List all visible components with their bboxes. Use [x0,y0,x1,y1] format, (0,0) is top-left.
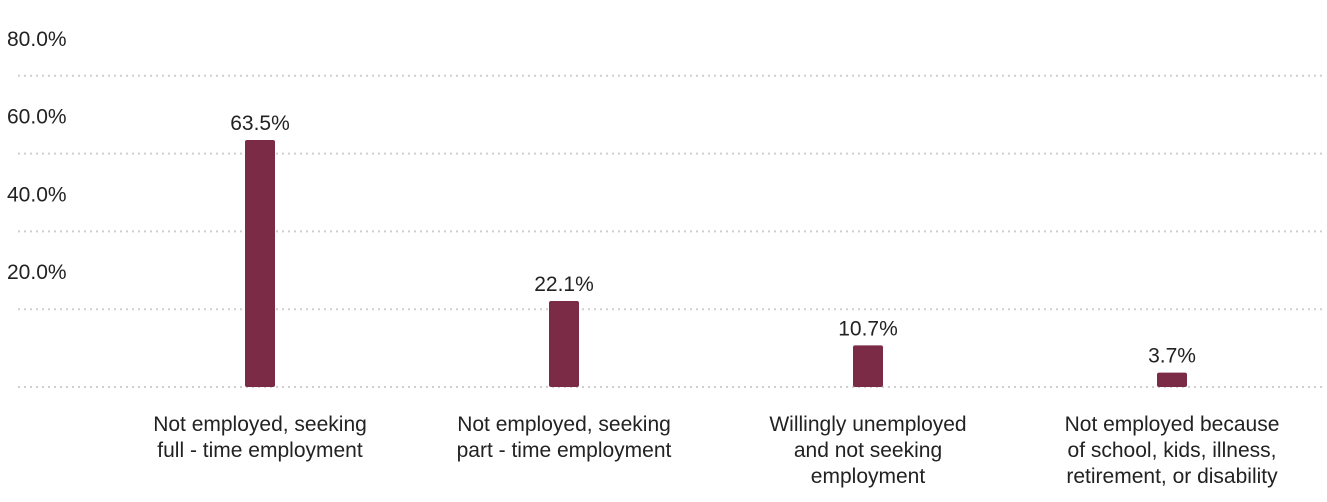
bars [245,139,1187,387]
bar [245,139,275,387]
category-label: Not employed because of school, kids, ill… [1065,413,1280,488]
y-axis-tick-labels: 20.0%40.0%60.0%80.0%100.0% [7,28,67,284]
y-tick-label: 80.0% [7,28,67,51]
data-label: 3.7% [1148,345,1196,368]
bar [853,345,883,387]
category-label: Willingly unemployed and not seeking emplo… [769,413,966,488]
category-label: Not employed, seeking full - time employm… [153,413,367,462]
data-label: 10.7% [838,317,898,340]
y-tick-label: 40.0% [7,183,67,206]
bar [1157,372,1187,387]
y-tick-label: 60.0% [7,106,67,129]
y-tick-label: 20.0% [7,261,67,284]
data-label: 22.1% [534,273,594,296]
category-label: Not employed, seeking part - time employm… [457,413,672,462]
category-labels: Not employed, seeking full - time employm… [153,413,1279,488]
data-label: 63.5% [230,112,290,135]
data-labels: 63.5% 22.1% 10.7% 3.7% [230,112,1196,368]
bar [549,301,579,387]
gridlines [18,74,1325,388]
